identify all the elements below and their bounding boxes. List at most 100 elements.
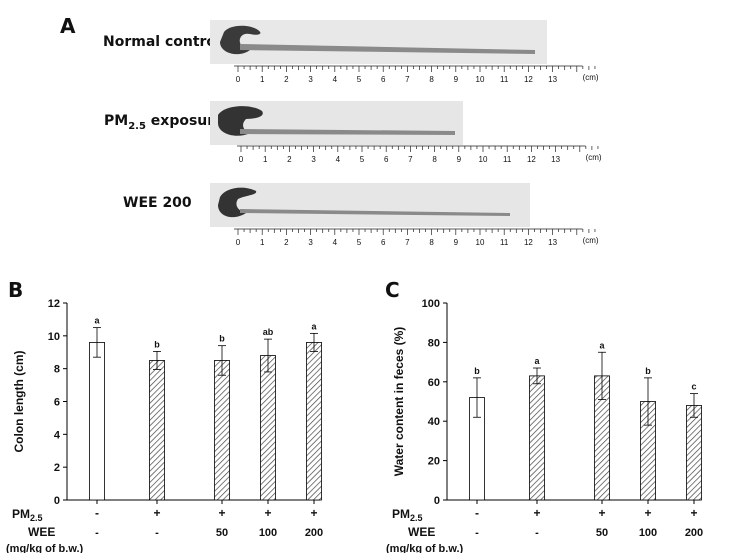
ruler-tick-label: 12 [527, 155, 536, 164]
ruler-tick-label: 12 [524, 75, 533, 84]
ruler-tick-label: 1 [263, 155, 268, 164]
row-label-tail: exposure [145, 113, 224, 129]
colon-photo-wee-200 [210, 183, 530, 227]
ruler-tick-label: 0 [236, 238, 241, 247]
ruler-unit-label: (cm) [583, 73, 599, 82]
ruler-tick-label: 3 [308, 238, 313, 247]
pm-value: + [533, 506, 540, 520]
ruler-tick-label: 10 [476, 75, 485, 84]
ruler-unit-label: (cm) [583, 236, 599, 245]
ruler-tick-label: 1 [260, 238, 265, 247]
ruler-tick-label: 0 [236, 75, 241, 84]
ruler-tick-label: 7 [408, 155, 413, 164]
ruler-tick-label: 8 [429, 238, 434, 247]
ruler-tick-label: 5 [360, 155, 365, 164]
ruler-tick-label: 3 [308, 75, 313, 84]
wee-value: 100 [259, 527, 277, 539]
y-tick-label: 8 [54, 364, 60, 376]
y-tick-label: 60 [428, 377, 440, 389]
significance-letter: a [534, 356, 540, 366]
colon-photo-normal [210, 20, 547, 64]
bar [306, 342, 322, 501]
ruler-tick-label: 13 [548, 75, 557, 84]
row-label-pm-exposure: PM2.5 exposure [104, 113, 224, 132]
bar [149, 360, 165, 501]
y-tick-label: 12 [48, 298, 60, 310]
significance-letter: b [645, 366, 651, 376]
ruler-normal: 0 1 2 3 4 5 6 7 8 9 10 11 12 13 (cm) [234, 65, 599, 84]
bar [214, 360, 230, 501]
y-tick-label: 20 [428, 456, 440, 468]
significance-letter: b [219, 334, 225, 344]
row-label-text: Normal control [103, 34, 221, 50]
ruler-tick-label: 13 [551, 155, 560, 164]
ruler-tick-label: 11 [500, 238, 509, 247]
ruler-tick-label: 12 [524, 238, 533, 247]
dose-unit-label: (mg/kg of b.w.) [386, 543, 464, 553]
ruler-tick-label: 7 [405, 238, 410, 247]
ruler-tick-label: 11 [500, 75, 509, 84]
panel-letter-a: A [60, 14, 76, 38]
y-tick-label: 0 [434, 495, 440, 507]
significance-letter: c [691, 382, 696, 392]
row-label-subscript: 2.5 [128, 120, 146, 132]
bar [260, 355, 276, 501]
ruler-tick-label: 2 [284, 238, 289, 247]
wee-value: - [155, 527, 159, 539]
pm-value: + [218, 506, 225, 520]
y-tick-label: 100 [422, 298, 440, 310]
row-label-text: WEE 200 [123, 195, 192, 211]
pm-value: - [95, 506, 99, 520]
ruler-tick-label: 8 [429, 75, 434, 84]
ruler-tick-label: 2 [284, 75, 289, 84]
water-content-chart: 0 20 40 60 80 100 Water content in feces (%) b -… [386, 298, 703, 553]
pm-value: - [475, 506, 479, 520]
panel-letter-b: B [8, 278, 24, 302]
wee-value: 200 [685, 527, 703, 539]
pm-value: + [598, 506, 605, 520]
wee-value: 50 [216, 527, 228, 539]
ruler-tick-label: 11 [503, 155, 512, 164]
ruler-tick-label: 9 [454, 75, 459, 84]
ruler-tick-label: 6 [381, 238, 386, 247]
significance-letter: b [154, 339, 160, 349]
pm-value: + [153, 506, 160, 520]
ruler-unit-label: (cm) [586, 153, 602, 162]
significance-letter: b [474, 366, 480, 376]
ruler-tick-label: 7 [405, 75, 410, 84]
significance-letter: a [94, 316, 100, 326]
y-tick-label: 80 [428, 337, 440, 349]
ruler-pm-exposure: 0 1 2 3 4 5 6 7 8 9 10 11 12 13 (cm) [237, 145, 602, 164]
ruler-tick-label: 0 [239, 155, 244, 164]
wee-value: - [95, 527, 99, 539]
bar [686, 405, 702, 501]
y-tick-label: 4 [54, 429, 61, 441]
y-tick-label: 2 [54, 462, 60, 474]
ruler-tick-label: 10 [476, 238, 485, 247]
ruler-tick-label: 9 [457, 155, 462, 164]
ruler-tick-label: 2 [287, 155, 292, 164]
wee-row-label: WEE [408, 525, 435, 539]
ruler-tick-label: 5 [357, 238, 362, 247]
y-axis-label: Colon length (cm) [12, 351, 26, 453]
wee-row-label: WEE [28, 525, 55, 539]
y-tick-label: 40 [428, 416, 440, 428]
pm-value: + [310, 506, 317, 520]
row-label-normal-control: Normal control [103, 34, 221, 50]
ruler-tick-label: 4 [333, 75, 338, 84]
ruler-tick-label: 4 [336, 155, 341, 164]
ruler-tick-label: 13 [548, 238, 557, 247]
panel-letter-c: C [385, 278, 400, 302]
row-label-text: PM [104, 113, 129, 129]
y-tick-label: 10 [48, 331, 60, 343]
y-tick-label: 6 [54, 397, 60, 409]
significance-letter: ab [263, 327, 274, 337]
ruler-tick-label: 6 [384, 155, 389, 164]
wee-value: - [535, 527, 539, 539]
pm-value: + [264, 506, 271, 520]
wee-value: 200 [305, 527, 323, 539]
pm-value: + [644, 506, 651, 520]
ruler-tick-label: 10 [479, 155, 488, 164]
bar [89, 342, 105, 501]
ruler-wee-200: 0 1 2 3 4 5 6 7 8 9 10 11 12 13 (cm) [234, 228, 599, 247]
